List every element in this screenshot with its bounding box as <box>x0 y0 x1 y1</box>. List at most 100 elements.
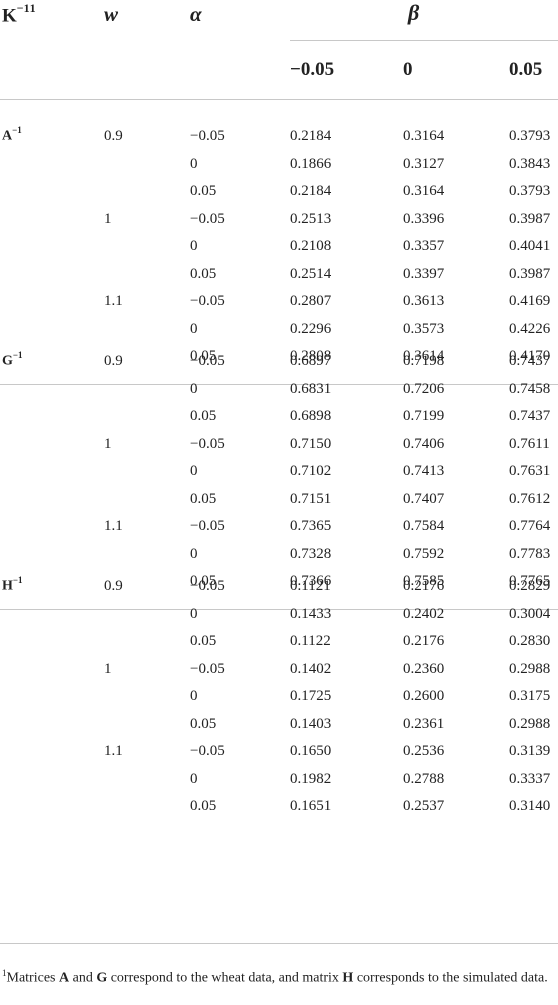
alpha-value: −0.05 <box>190 210 225 227</box>
table-cell: 0.2513 <box>290 210 332 227</box>
table-cell: 0.3843 <box>509 155 551 172</box>
header-beta-value: 0.05 <box>509 59 543 80</box>
group-divider <box>0 384 558 385</box>
table-cell: 0.3396 <box>403 210 445 227</box>
alpha-value: 0.05 <box>190 798 217 814</box>
header-k-label: K−11 <box>2 1 36 27</box>
table-cell: 0.2108 <box>290 238 332 254</box>
table-cell: 0.3140 <box>509 798 551 814</box>
table-cell: 0.3987 <box>509 265 551 282</box>
table-cell: 0.4226 <box>509 320 551 337</box>
alpha-value: −0.05 <box>190 578 225 594</box>
w-value: 1.1 <box>104 743 123 759</box>
table-cell: 0.1433 <box>290 605 332 622</box>
table-cell: 0.3793 <box>509 128 551 144</box>
alpha-value: 0 <box>190 688 198 704</box>
table-cell: 0.7366 <box>290 573 332 589</box>
table-cell: 0.1866 <box>290 155 332 172</box>
table-footnote: 1Matrices A and G correspond to the whea… <box>2 968 548 986</box>
alpha-value: 0 <box>190 770 198 787</box>
alpha-value: 0 <box>190 238 198 254</box>
table-cell: 0.3175 <box>509 688 551 704</box>
table-cell: 0.7765 <box>509 573 551 589</box>
alpha-value: 0.05 <box>190 348 217 364</box>
w-value: 1 <box>104 660 112 677</box>
alpha-value: 0.05 <box>190 490 217 507</box>
table-cell: 0.2600 <box>403 688 445 704</box>
table-cell: 0.7102 <box>290 463 332 479</box>
alpha-value: 0.05 <box>190 183 217 199</box>
group-divider <box>0 943 558 944</box>
table-cell: 0.2830 <box>509 633 551 649</box>
table-cell: 0.7631 <box>509 463 551 479</box>
table-cell: 0.7413 <box>403 463 445 479</box>
table-cell: 0.4170 <box>509 348 551 364</box>
alpha-value: 0 <box>190 155 198 172</box>
table-cell: 0.7437 <box>509 353 551 369</box>
alpha-value: 0.05 <box>190 715 217 732</box>
w-value: 0.9 <box>104 128 123 144</box>
table-cell: 0.3573 <box>403 320 445 337</box>
table-cell: 0.3357 <box>403 238 445 254</box>
alpha-value: −0.05 <box>190 293 225 309</box>
table-cell: 0.2360 <box>403 660 445 677</box>
alpha-value: −0.05 <box>190 435 225 452</box>
table-cell: 0.2808 <box>290 348 332 364</box>
group-divider <box>0 609 558 610</box>
table-cell: 0.7199 <box>403 408 445 424</box>
table-cell: 0.2988 <box>509 715 551 732</box>
table-cell: 0.3164 <box>403 128 445 144</box>
table-cell: 0.7198 <box>403 353 445 369</box>
table-cell: 0.7328 <box>290 545 332 562</box>
header-alpha-label: α <box>190 2 202 26</box>
table-cell: 0.1725 <box>290 688 332 704</box>
table-cell: 0.4169 <box>509 293 551 309</box>
table-cell: 0.2296 <box>290 320 332 337</box>
table-cell: 0.3139 <box>509 743 551 759</box>
table-cell: 0.1121 <box>290 578 331 594</box>
table-cell: 0.2361 <box>403 715 445 732</box>
table-cell: 0.1402 <box>290 660 332 677</box>
table-cell: 0.1122 <box>290 633 331 649</box>
table-cell: 0.7611 <box>509 435 550 452</box>
header-beta-value: 0 <box>403 59 413 80</box>
table-cell: 0.2537 <box>403 798 445 814</box>
table-cell: 0.7407 <box>403 490 445 507</box>
w-value: 0.9 <box>104 578 123 594</box>
header-beta-label: β <box>408 0 420 25</box>
alpha-value: 0 <box>190 545 198 562</box>
table-cell: 0.7206 <box>403 380 445 397</box>
beta-underline <box>290 40 558 41</box>
w-value: 1.1 <box>104 293 123 309</box>
alpha-value: 0 <box>190 605 198 622</box>
table-cell: 0.2184 <box>290 128 332 144</box>
w-value: 0.9 <box>104 353 123 369</box>
w-value: 1.1 <box>104 518 123 534</box>
alpha-value: −0.05 <box>190 353 225 369</box>
group-label: G−1 <box>2 350 23 369</box>
alpha-value: −0.05 <box>190 743 225 759</box>
group-label: H−1 <box>2 575 23 594</box>
table-cell: 0.1982 <box>290 770 332 787</box>
table-cell: 0.2514 <box>290 265 332 282</box>
table-cell: 0.7585 <box>403 573 445 589</box>
alpha-value: 0.05 <box>190 573 217 589</box>
table-cell: 0.3793 <box>509 183 551 199</box>
table-cell: 0.6831 <box>290 380 332 397</box>
table-cell: 0.3987 <box>509 210 551 227</box>
group-label: A−1 <box>2 125 22 144</box>
alpha-value: −0.05 <box>190 128 225 144</box>
table-cell: 0.2402 <box>403 605 445 622</box>
table-cell: 0.4041 <box>509 238 551 254</box>
w-value: 1 <box>104 435 112 452</box>
alpha-value: 0 <box>190 463 198 479</box>
header-w-label: w <box>104 2 119 26</box>
table-cell: 0.3613 <box>403 293 445 309</box>
alpha-value: 0 <box>190 380 198 397</box>
table-cell: 0.3397 <box>403 265 445 282</box>
table-cell: 0.7151 <box>290 490 332 507</box>
table-cell: 0.7612 <box>509 490 551 507</box>
table-cell: 0.2536 <box>403 743 445 759</box>
table-cell: 0.6898 <box>290 408 332 424</box>
table-cell: 0.7783 <box>509 545 551 562</box>
